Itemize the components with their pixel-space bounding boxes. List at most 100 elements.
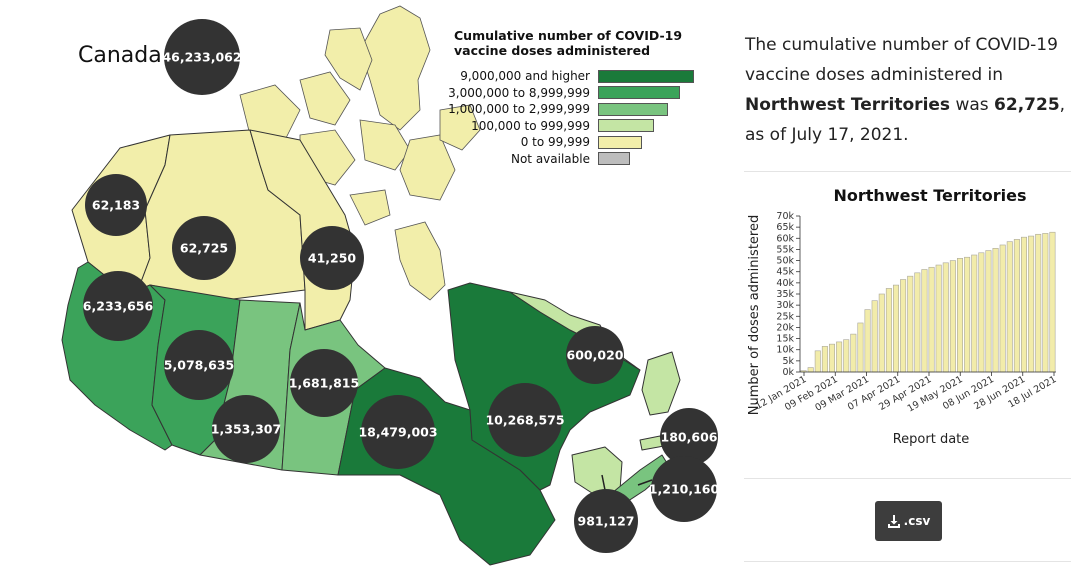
country-label: Canada (78, 43, 162, 68)
y-tick-label: 15k (776, 334, 794, 345)
chart-bar[interactable] (885, 288, 892, 373)
y-tick-label: 35k (776, 289, 794, 300)
newfoundland-and-labrador-value: 600,020 (567, 348, 624, 363)
chart-bar[interactable] (999, 244, 1006, 373)
chart-bar[interactable] (821, 346, 828, 373)
province-newfoundland-and-labrador[interactable] (509, 291, 681, 416)
download-csv-label: .csv (903, 514, 931, 528)
northwest-territories-bubble[interactable]: 62,725 (172, 216, 236, 280)
legend-item-label: 1,000,000 to 2,999,999 (448, 102, 590, 117)
chart-bar[interactable] (1020, 236, 1028, 373)
legend-item: Not available (438, 151, 698, 168)
y-tick-label: 55k (776, 244, 794, 255)
chart-bar[interactable] (857, 322, 864, 373)
legend-item-label: 100,000 to 999,999 (471, 118, 590, 133)
chart-bar[interactable] (1006, 241, 1013, 373)
chart-bar[interactable] (964, 256, 971, 373)
chart-bar[interactable] (907, 275, 914, 373)
new-brunswick-bubble[interactable]: 981,127 (574, 489, 638, 553)
chart-bar[interactable] (843, 339, 850, 373)
summary-part2: was (950, 95, 995, 115)
chart-bar[interactable] (942, 262, 949, 373)
chart-bar[interactable] (864, 309, 871, 373)
legend-swatch (598, 102, 668, 116)
chart-bar[interactable] (971, 254, 978, 373)
chart-bar[interactable] (871, 300, 878, 373)
chart-bar[interactable] (1013, 239, 1020, 373)
chart-bar[interactable] (928, 266, 935, 373)
chart-bar[interactable] (985, 250, 992, 373)
y-tick-label: 60k (776, 233, 794, 244)
y-axis-label: Number of doses administered (747, 215, 762, 415)
summary-text: The cumulative number of COVID-19 vaccin… (745, 30, 1075, 150)
chart-bar[interactable] (836, 341, 843, 373)
quebec-value: 10,268,575 (485, 413, 564, 428)
y-axis: 0k5k10k15k20k25k30k35k40k45k50k55k60k65k… (776, 211, 801, 378)
summary-part1: The cumulative number of COVID-19 vaccin… (745, 35, 1058, 85)
legend-item: 100,000 to 999,999 (438, 118, 698, 135)
divider (744, 478, 1071, 479)
chart-bar[interactable] (828, 343, 836, 373)
y-tick-label: 45k (776, 267, 794, 278)
arctic-islands (239, 5, 481, 301)
ontario-bubble[interactable]: 18,479,003 (358, 395, 438, 469)
yukon-bubble[interactable]: 62,183 (85, 174, 147, 236)
chart-bar[interactable] (956, 258, 964, 373)
chart-bar[interactable] (921, 269, 928, 373)
british-columbia-value: 6,233,656 (83, 299, 154, 314)
y-tick-label: 30k (776, 300, 794, 311)
y-tick-label: 65k (776, 222, 794, 233)
chart-bar[interactable] (949, 260, 956, 373)
summary-region: Northwest Territories (745, 95, 951, 115)
newfoundland-and-labrador-bubble[interactable]: 600,020 (566, 326, 624, 384)
legend-swatch (598, 135, 642, 149)
doses-bar-chart: 0k5k10k15k20k25k30k35k40k45k50k55k60k65k… (747, 211, 1059, 447)
nova-scotia-bubble[interactable]: 1,210,160 (649, 456, 720, 522)
download-icon (887, 514, 900, 528)
download-csv-button[interactable]: .csv (875, 501, 942, 541)
divider (744, 171, 1071, 172)
summary-part3: , as of July 17, 2021. (745, 95, 1066, 145)
nunavut-bubble[interactable]: 41,250 (300, 226, 364, 290)
chart-bar[interactable] (900, 279, 907, 373)
quebec-bubble[interactable]: 10,268,575 (485, 383, 565, 457)
chart-bar[interactable] (878, 293, 885, 373)
chart-bar[interactable] (1028, 235, 1035, 373)
new-brunswick-leader-line (601, 474, 606, 491)
chart-bar[interactable] (807, 367, 814, 373)
prince-edward-island-value: 180,606 (661, 430, 718, 445)
chart-bar[interactable] (935, 264, 942, 373)
chart-bar[interactable] (978, 252, 985, 373)
chart-bar[interactable] (850, 333, 857, 373)
alberta-value: 5,078,635 (164, 358, 234, 373)
legend-item-label: 9,000,000 and higher (460, 69, 590, 84)
country-total-bubble[interactable] (164, 19, 240, 95)
y-tick-label: 50k (776, 256, 794, 267)
chart-bar[interactable] (892, 284, 900, 373)
y-tick-label: 70k (776, 211, 794, 222)
nova-scotia-value: 1,210,160 (649, 482, 720, 497)
alberta-bubble[interactable]: 5,078,635 (164, 330, 234, 400)
prince-edward-island-bubble[interactable]: 180,606 (660, 408, 718, 466)
chart-bar[interactable] (1042, 233, 1049, 373)
y-tick-label: 40k (776, 278, 794, 289)
country-total-label: 46,233,062 (162, 50, 241, 65)
legend-item-label: 0 to 99,999 (520, 135, 590, 150)
chart-bar[interactable] (1035, 233, 1042, 373)
legend-item: 1,000,000 to 2,999,999 (438, 101, 698, 118)
manitoba-bubble[interactable]: 1,681,815 (289, 349, 359, 417)
map-legend: Cumulative number of COVID-19 vaccine do… (438, 28, 698, 167)
legend-item-label: 3,000,000 to 8,999,999 (448, 85, 590, 100)
chart-bar[interactable] (814, 350, 821, 373)
province-new-brunswick[interactable] (571, 446, 623, 496)
british-columbia-bubble[interactable]: 6,233,656 (83, 271, 154, 341)
yukon-value: 62,183 (92, 198, 140, 213)
nunavut-value: 41,250 (308, 251, 357, 266)
saskatchewan-bubble[interactable]: 1,353,307 (211, 395, 281, 463)
chart-bar[interactable] (992, 248, 999, 373)
chart-bar[interactable] (914, 272, 921, 373)
chart-bar[interactable] (1049, 231, 1056, 373)
chart-title: Northwest Territories (833, 186, 1027, 205)
legend-swatch (598, 86, 680, 100)
